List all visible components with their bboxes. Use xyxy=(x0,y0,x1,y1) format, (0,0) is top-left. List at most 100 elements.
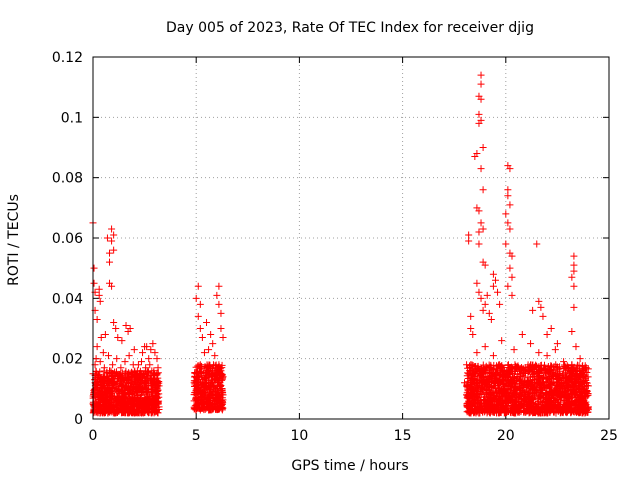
data-point xyxy=(527,397,535,405)
data-point xyxy=(575,362,583,370)
data-point xyxy=(133,407,141,415)
data-point xyxy=(464,394,472,402)
data-point xyxy=(560,403,568,411)
data-point xyxy=(149,385,157,393)
data-point xyxy=(479,388,487,396)
data-point xyxy=(110,403,118,411)
data-point xyxy=(106,400,114,408)
data-point xyxy=(106,249,114,257)
data-point xyxy=(551,397,559,405)
data-point xyxy=(110,246,118,254)
data-point xyxy=(537,376,545,384)
y-tick-label: 0.12 xyxy=(52,50,83,66)
data-point xyxy=(571,378,579,386)
data-point xyxy=(118,400,126,408)
data-point xyxy=(545,379,553,387)
x-tick-label: 5 xyxy=(192,428,201,444)
data-point xyxy=(506,201,514,209)
data-point xyxy=(113,408,121,416)
data-point xyxy=(194,312,202,320)
data-point xyxy=(570,408,578,416)
data-point xyxy=(540,383,548,391)
data-point xyxy=(543,352,551,360)
data-point xyxy=(193,403,201,411)
data-point xyxy=(461,379,469,387)
data-point xyxy=(130,346,138,354)
data-point xyxy=(207,397,215,405)
data-point xyxy=(122,406,130,414)
data-point xyxy=(497,393,505,401)
data-point xyxy=(213,376,221,384)
x-tick-label: 10 xyxy=(290,428,308,444)
data-point xyxy=(145,395,153,403)
data-point xyxy=(520,388,528,396)
data-point xyxy=(481,383,489,391)
data-point xyxy=(118,382,126,390)
data-point xyxy=(116,388,124,396)
data-point xyxy=(203,367,211,375)
data-point xyxy=(555,406,563,414)
x-tick-label: 15 xyxy=(394,428,412,444)
data-point xyxy=(584,382,592,390)
data-point xyxy=(151,397,159,405)
data-point xyxy=(198,394,206,402)
y-tick-label: 0.06 xyxy=(52,231,83,247)
data-point xyxy=(203,318,211,326)
data-point xyxy=(533,364,541,372)
y-tick-label: 0.02 xyxy=(52,352,83,368)
data-point xyxy=(213,291,221,299)
data-point xyxy=(508,273,516,281)
data-point xyxy=(568,361,576,369)
data-point xyxy=(582,388,590,396)
data-point xyxy=(541,370,549,378)
data-point xyxy=(570,261,578,269)
data-point xyxy=(200,382,208,390)
data-point xyxy=(582,364,590,372)
data-point xyxy=(551,346,559,354)
data-point xyxy=(479,376,487,384)
data-point xyxy=(217,309,225,317)
data-point xyxy=(213,381,221,389)
data-point xyxy=(539,312,547,320)
data-point xyxy=(151,349,159,357)
data-point xyxy=(481,300,489,308)
data-point xyxy=(477,165,485,173)
data-point xyxy=(535,403,543,411)
data-point xyxy=(137,370,145,378)
data-point xyxy=(121,382,129,390)
data-point xyxy=(537,367,545,375)
data-point xyxy=(525,367,533,375)
data-point xyxy=(545,388,553,396)
data-point xyxy=(529,306,537,314)
data-point xyxy=(114,397,122,405)
data-point xyxy=(99,382,107,390)
data-point xyxy=(504,162,512,170)
data-point xyxy=(506,225,514,233)
data-point xyxy=(214,375,222,383)
data-point xyxy=(564,408,572,416)
data-point xyxy=(487,370,495,378)
data-point xyxy=(153,391,161,399)
data-point xyxy=(143,403,151,411)
data-point xyxy=(151,408,159,416)
data-point xyxy=(205,406,213,414)
data-point xyxy=(490,382,498,390)
data-point xyxy=(504,385,512,393)
data-point xyxy=(465,231,473,239)
data-point xyxy=(499,403,507,411)
data-point xyxy=(125,352,133,360)
data-point xyxy=(149,340,157,348)
data-point xyxy=(99,373,107,381)
data-point xyxy=(130,382,138,390)
data-point xyxy=(192,294,200,302)
data-point xyxy=(543,400,551,408)
data-point xyxy=(495,397,503,405)
data-point xyxy=(482,362,490,370)
data-point xyxy=(215,361,223,369)
data-point xyxy=(576,406,584,414)
data-point xyxy=(525,366,533,374)
data-point xyxy=(512,391,520,399)
data-point xyxy=(508,291,516,299)
data-point xyxy=(494,288,502,296)
data-point xyxy=(530,369,538,377)
